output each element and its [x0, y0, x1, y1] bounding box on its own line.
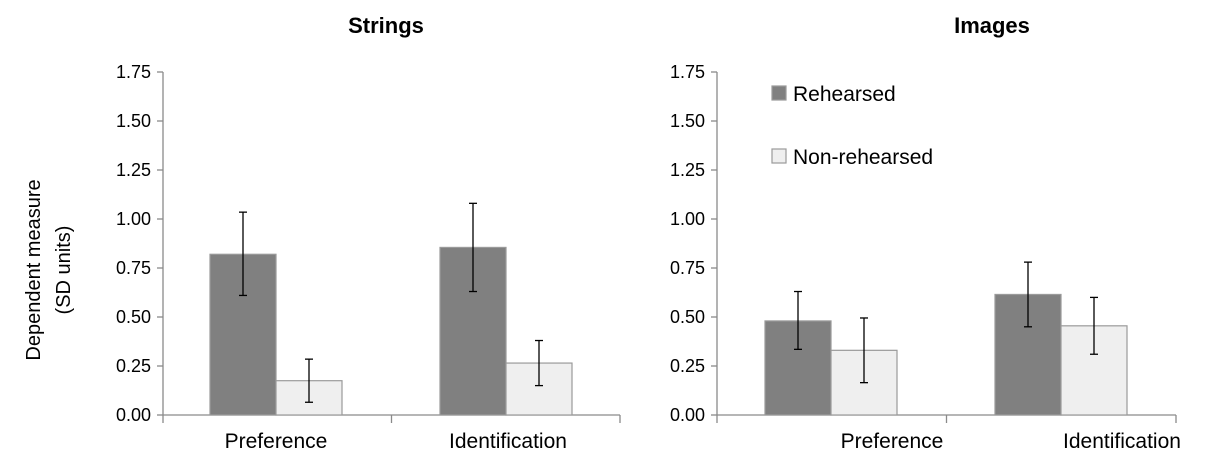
y-tick-label: 1.25 [116, 160, 151, 180]
y-axis-label: (SD units) [53, 226, 75, 315]
y-tick-label: 0.00 [670, 405, 705, 425]
y-tick-label: 1.25 [670, 160, 705, 180]
y-axis-label: Dependent measure [23, 179, 45, 360]
y-tick-label: 1.75 [116, 62, 151, 82]
legend-swatch [771, 148, 787, 164]
legend-label: Non-rehearsed [793, 146, 933, 169]
x-category-label: Identification [449, 430, 567, 453]
x-category-label: Preference [841, 430, 944, 453]
x-category-label: Preference [225, 430, 328, 453]
chart-title: Images [954, 13, 1030, 38]
y-tick-label: 0.25 [116, 356, 151, 376]
y-tick-label: 0.50 [670, 307, 705, 327]
chart-title: Strings [348, 13, 424, 38]
y-tick-label: 0.25 [670, 356, 705, 376]
legend-label: Rehearsed [793, 83, 896, 106]
y-tick-label: 0.75 [116, 258, 151, 278]
x-category-label: Identification [1063, 430, 1181, 453]
y-tick-label: 0.50 [116, 307, 151, 327]
y-tick-label: 1.75 [670, 62, 705, 82]
y-tick-label: 0.75 [670, 258, 705, 278]
y-tick-label: 1.50 [670, 111, 705, 131]
y-tick-label: 1.00 [116, 209, 151, 229]
y-tick-label: 1.00 [670, 209, 705, 229]
y-tick-label: 1.50 [116, 111, 151, 131]
y-tick-label: 0.00 [116, 405, 151, 425]
legend-swatch [771, 85, 787, 101]
